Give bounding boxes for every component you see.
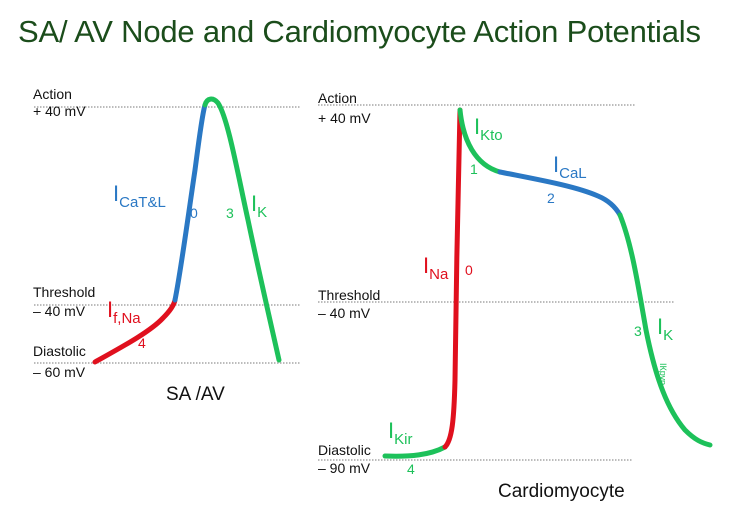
cm-phase-1: 1: [470, 161, 478, 177]
sa-threshold-label: Threshold: [33, 284, 95, 300]
sa-phase-4: 4: [138, 335, 146, 351]
cm-phase-2: 2: [547, 190, 555, 206]
cm-phase0-segment: [442, 107, 463, 450]
sa-phase-3: 3: [226, 205, 234, 221]
cm-action-label: Action: [318, 90, 357, 106]
cm-ical-label: ICaL: [553, 152, 587, 182]
cm-phase2-segment: [497, 169, 623, 218]
sa-threshold-value: – 40 mV: [33, 303, 86, 319]
cm-ina-label: INa: [423, 253, 449, 283]
sa-action-label: Action: [33, 86, 72, 102]
cm-diastolic-label: Diastolic: [318, 442, 371, 458]
page-title: SA/ AV Node and Cardiomyocyte Action Pot…: [18, 14, 701, 49]
cm-action-value: + 40 mV: [318, 110, 371, 126]
cm-ik-label: IK: [657, 314, 673, 344]
cardiomyocyte-caption: Cardiomyocyte: [498, 481, 625, 502]
cm-phase-0: 0: [465, 262, 473, 278]
sa-if-label: If,Na: [107, 297, 141, 327]
cm-threshold-value: – 40 mV: [318, 305, 371, 321]
cm-phase-3: 3: [634, 323, 642, 339]
sa-ica-label: ICaT&L: [113, 181, 166, 211]
sa-diastolic-label: Diastolic: [33, 343, 86, 359]
sa-av-trace: [92, 96, 282, 365]
cm-phase4-segment: [382, 444, 448, 459]
cm-ikto-label: IKto: [474, 114, 503, 144]
sa-phase-0: 0: [190, 205, 198, 221]
sa-ik-label: IK: [251, 191, 267, 221]
sa-phase3-segment: [202, 96, 282, 363]
cm-phase-4: 4: [407, 461, 415, 477]
cm-diastolic-value: – 90 mV: [318, 460, 371, 476]
cm-phase1-segment: [457, 107, 503, 175]
cm-phase3-segment: [617, 212, 713, 448]
sa-action-value: + 40 mV: [33, 103, 86, 119]
cm-ikir-label: IKir: [388, 418, 412, 448]
cm-threshold-label: Threshold: [318, 287, 380, 303]
sa-phase0-segment: [172, 102, 208, 303]
sa-phase4-segment: [92, 297, 178, 365]
sa-diastolic-value: – 60 mV: [33, 364, 86, 380]
sa-av-caption: SA /AV: [166, 384, 225, 405]
cardiomyocyte-trace: [382, 107, 713, 459]
cm-ik-rotated-note: ΙКрур: [658, 363, 668, 385]
